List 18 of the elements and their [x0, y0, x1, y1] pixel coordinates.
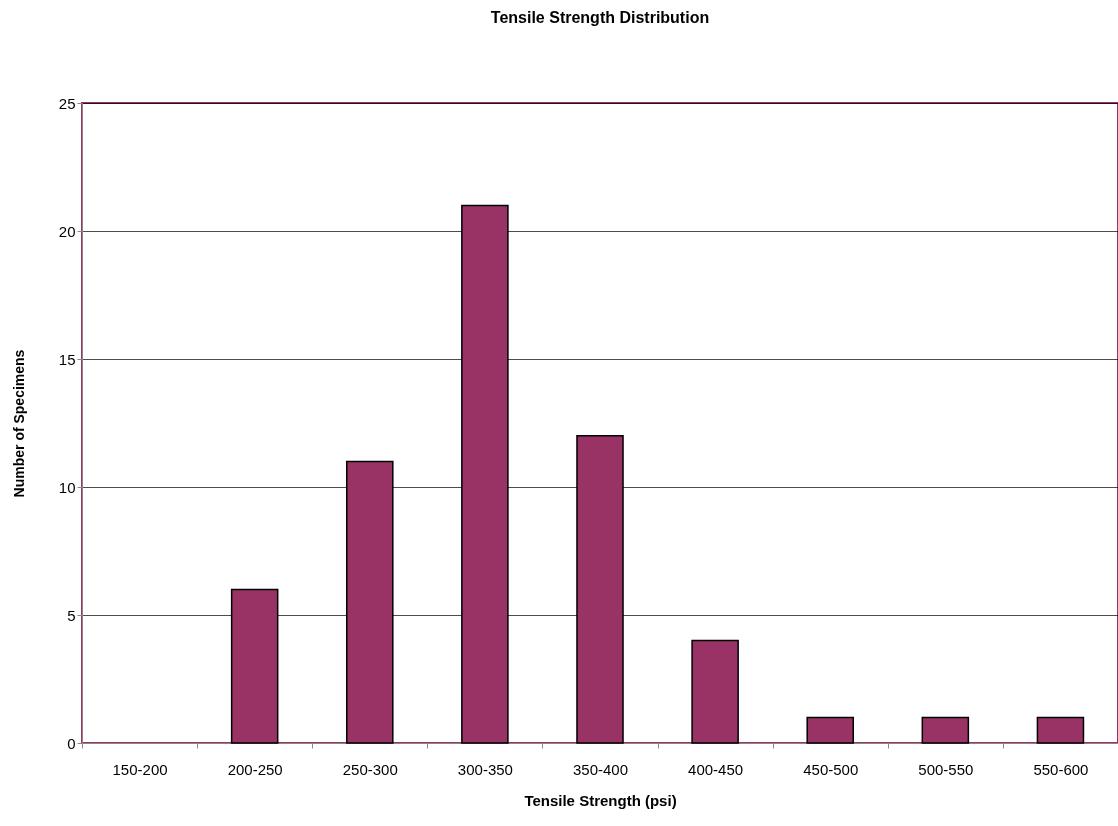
- x-tick-label: 550-600: [1033, 760, 1089, 778]
- y-tick-label: 15: [58, 350, 76, 368]
- y-tick-label: 0: [67, 734, 76, 752]
- y-axis-title: Number of Specimens: [10, 349, 27, 498]
- x-tick-label: 400-450: [688, 760, 744, 778]
- chart-title: Tensile Strength Distribution: [490, 9, 710, 26]
- y-tick-label: 5: [67, 606, 76, 624]
- y-tick-label: 25: [58, 94, 76, 112]
- x-tick-label: 350-400: [572, 760, 629, 778]
- y-tick-label: 20: [58, 222, 76, 240]
- y-tick-label: 10: [58, 478, 76, 496]
- x-tick-label: 300-350: [457, 760, 513, 778]
- x-tick-label: 250-300: [342, 760, 398, 778]
- x-tick-label: 500-550: [918, 760, 974, 778]
- x-tick-label: 150-200: [112, 760, 168, 778]
- x-tick-label: 450-500: [803, 760, 859, 778]
- x-tick-label: 200-250: [227, 760, 283, 778]
- x-axis-title: Tensile Strength (psi): [524, 791, 677, 809]
